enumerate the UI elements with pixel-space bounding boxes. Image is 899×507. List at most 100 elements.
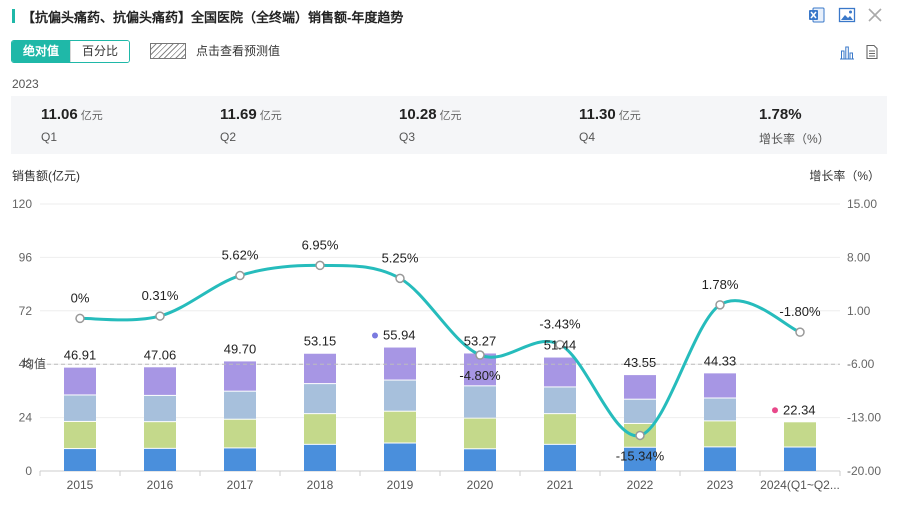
- x-tick-label: 2022: [627, 478, 654, 492]
- left-tick-label: 96: [19, 250, 33, 264]
- growth-rate-point: [795, 327, 805, 337]
- bar-total-label: 49.70: [224, 341, 257, 356]
- summary-value: 11.06: [41, 106, 78, 123]
- bar-segment-q1: [784, 447, 816, 471]
- bar-segment-q3: [704, 398, 736, 421]
- bar-segment-q1: [304, 444, 336, 471]
- document-icon[interactable]: [864, 44, 880, 60]
- bar-segment-q2: [224, 419, 256, 448]
- tab-percentage[interactable]: 百分比: [70, 41, 130, 62]
- max-value-dot: [372, 332, 378, 339]
- growth-rate-label: 0.31%: [142, 288, 179, 303]
- right-tick-label: 1.00: [847, 304, 871, 318]
- forecast-toggle[interactable]: 点击查看预测值: [150, 42, 280, 59]
- bar-segment-q2: [144, 422, 176, 448]
- title-accent-bar: [12, 9, 15, 23]
- bar-segment-q3: [224, 391, 256, 419]
- bar-segment-q1: [224, 448, 256, 471]
- bar-segment-q3: [464, 386, 496, 418]
- growth-rate-point: [315, 260, 325, 271]
- growth-rate-line: [79, 263, 801, 437]
- bar-segment-q3: [384, 380, 416, 411]
- growth-rate-label: 5.62%: [222, 248, 259, 263]
- bar-segment-q4: [384, 347, 416, 380]
- growth-rate-point: [635, 430, 645, 441]
- growth-rate-point: [555, 339, 565, 350]
- x-tick-label: 2023: [707, 478, 734, 492]
- bar-total-label: 55.94: [383, 328, 416, 343]
- summary-value: 1.78%: [759, 106, 802, 123]
- growth-rate-label: 0%: [71, 290, 90, 305]
- x-tick-label: 2024(Q1~Q2...: [760, 478, 840, 492]
- x-tick-label: 2016: [147, 478, 174, 492]
- close-icon[interactable]: [866, 6, 884, 24]
- right-tick-label: 15.00: [847, 197, 877, 211]
- x-tick-label: 2021: [547, 478, 574, 492]
- bar-segment-q1: [64, 449, 96, 471]
- chart-title: 【抗偏头痛药、抗偏头痛药】全国医院（全终端）销售额-年度趋势: [22, 10, 404, 25]
- image-icon[interactable]: [838, 6, 856, 24]
- bar-segment-q3: [624, 399, 656, 423]
- bar-segment-q4: [544, 357, 576, 387]
- bar-segment-q4: [304, 353, 336, 384]
- bar-segment-q1: [384, 443, 416, 471]
- bar-segment-q1: [464, 449, 496, 471]
- average-label: 均值: [22, 356, 46, 371]
- bar-segment-q3: [144, 395, 176, 422]
- bar-segment-q2: [784, 422, 816, 447]
- bar-segment-q1: [544, 444, 576, 471]
- summary-unit: 亿元: [618, 110, 641, 122]
- growth-rate-point: [395, 273, 405, 284]
- bar-segment-q2: [304, 414, 336, 444]
- forecast-label: 点击查看预测值: [196, 44, 281, 58]
- growth-rate-label: -4.80%: [459, 368, 501, 383]
- bar-total-label: 47.06: [144, 347, 177, 362]
- summary-label: Q2: [220, 130, 237, 144]
- bar-segment-q1: [144, 448, 176, 471]
- summary-year: 2023: [12, 77, 39, 91]
- summary-q4: 11.30 亿元 Q4: [579, 106, 641, 144]
- right-tick-label: -20.00: [847, 464, 881, 478]
- growth-rate-point: [475, 350, 485, 360]
- summary-label: Q4: [579, 130, 596, 144]
- x-tick-label: 2019: [387, 478, 414, 492]
- left-tick-label: 0: [25, 464, 32, 478]
- right-axis-title: 增长率（%）: [809, 168, 880, 183]
- bar-segment-q4: [704, 373, 736, 398]
- bar-segment-q1: [704, 447, 736, 471]
- summary-label: Q1: [41, 130, 58, 144]
- title-bar: 【抗偏头痛药、抗偏头痛药】全国医院（全终端）销售额-年度趋势: [0, 0, 899, 32]
- growth-rate-point: [155, 311, 165, 321]
- summary-unit: 亿元: [439, 110, 462, 122]
- growth-rate-point: [715, 300, 725, 310]
- display-mode-toggle: 绝对值 百分比: [11, 40, 131, 63]
- bar-total-label: 43.55: [624, 355, 657, 370]
- bar-total-label: 51.44: [544, 338, 577, 353]
- bar-segment-q4: [624, 375, 656, 399]
- bar-segment-q3: [64, 395, 96, 421]
- right-tick-label: -13.00: [847, 411, 881, 425]
- bar-chart-icon[interactable]: [839, 44, 855, 60]
- x-tick-label: 2017: [227, 478, 254, 492]
- growth-rate-label: 5.25%: [382, 250, 419, 265]
- latest-value-dot: [772, 407, 778, 414]
- x-tick-label: 2015: [67, 478, 94, 492]
- growth-rate-point: [235, 270, 245, 281]
- left-tick-label: 120: [12, 197, 32, 211]
- summary-growth: 1.78% 增长率（%）: [759, 106, 830, 147]
- summary-q2: 11.69 亿元 Q2: [220, 106, 282, 144]
- summary-value: 11.69: [220, 106, 257, 123]
- x-tick-label: 2020: [467, 478, 494, 492]
- bar-segment-q4: [64, 367, 96, 395]
- left-tick-label: 48: [19, 357, 33, 371]
- tab-absolute[interactable]: 绝对值: [12, 41, 71, 62]
- summary-label: Q3: [399, 130, 416, 144]
- left-tick-label: 72: [19, 304, 33, 318]
- excel-icon[interactable]: [808, 6, 826, 24]
- right-tick-label: 8.00: [847, 250, 871, 264]
- bar-total-label: 46.91: [64, 348, 97, 363]
- summary-q1: 11.06 亿元 Q1: [41, 106, 103, 144]
- summary-value: 11.30: [579, 106, 616, 123]
- bar-segment-q1: [624, 447, 656, 471]
